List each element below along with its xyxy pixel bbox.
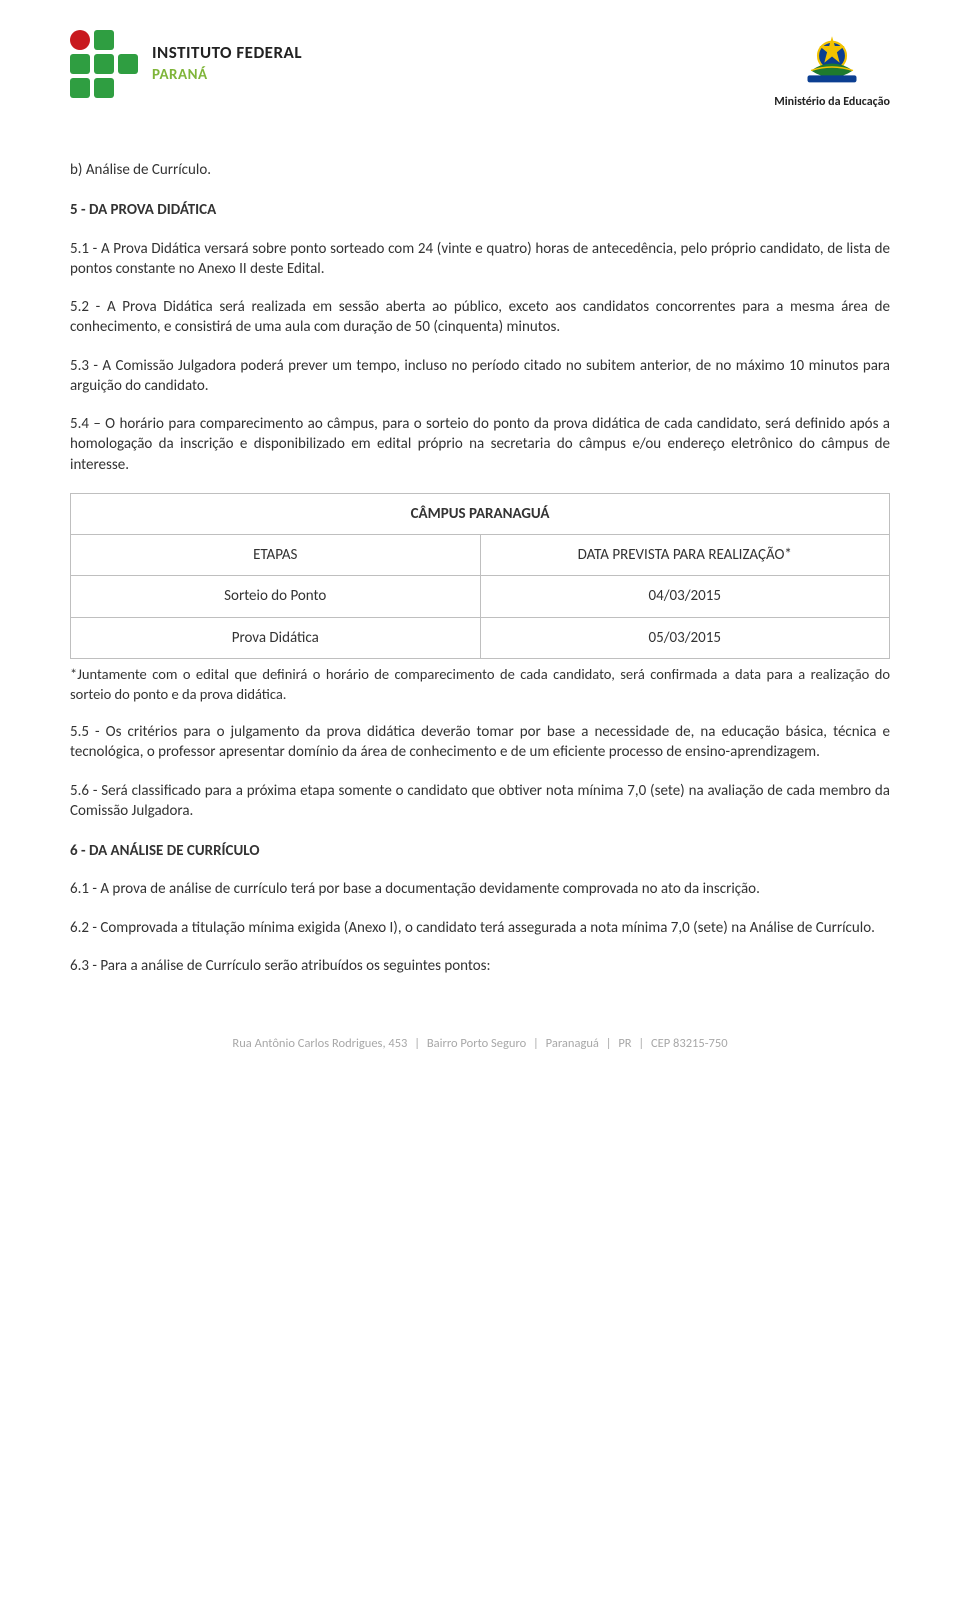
data-cell: 04/03/2015	[480, 576, 890, 617]
table-header-campus: CÂMPUS PARANAGUÁ	[71, 493, 890, 534]
etapa-cell: Prova Didática	[71, 617, 481, 658]
brasao-icon	[797, 30, 867, 90]
ministerio-label: Ministério da Educação	[774, 94, 890, 110]
paragraph-5-3: 5.3 - A Comissão Julgadora poderá prever…	[70, 356, 890, 397]
campus-table: CÂMPUS PARANAGUÁ ETAPAS DATA PREVISTA PA…	[70, 493, 890, 659]
if-logo-text: INSTITUTO FEDERAL PARANÁ	[152, 42, 302, 85]
col-data-prevista: DATA PREVISTA PARA REALIZAÇÃO*	[480, 535, 890, 576]
paragraph-5-1: 5.1 - A Prova Didática versará sobre pon…	[70, 239, 890, 280]
paragraph-6-3: 6.3 - Para a análise de Currículo serão …	[70, 956, 890, 976]
footer-cidade: Paranaguá	[546, 1036, 599, 1051]
section-6-title: 6 - DA ANÁLISE DE CURRÍCULO	[70, 841, 890, 861]
if-subtitle: PARANÁ	[152, 65, 302, 85]
footer-separator-icon: |	[606, 1036, 612, 1051]
table-row: Sorteio do Ponto 04/03/2015	[71, 576, 890, 617]
footer-separator-icon: |	[533, 1036, 539, 1051]
paragraph-6-1: 6.1 - A prova de análise de currículo te…	[70, 879, 890, 899]
section-5-title: 5 - DA PROVA DIDÁTICA	[70, 200, 890, 220]
footer-address: Rua Antônio Carlos Rodrigues, 453	[232, 1036, 407, 1051]
table-column-headers: ETAPAS DATA PREVISTA PARA REALIZAÇÃO*	[71, 535, 890, 576]
logo-instituto-federal: INSTITUTO FEDERAL PARANÁ	[70, 30, 302, 98]
campus-name-cell: CÂMPUS PARANAGUÁ	[71, 493, 890, 534]
table-row: Prova Didática 05/03/2015	[71, 617, 890, 658]
item-b: b) Análise de Currículo.	[70, 160, 890, 180]
footer-bairro: Bairro Porto Seguro	[427, 1036, 526, 1051]
page-header: INSTITUTO FEDERAL PARANÁ Ministério da E…	[70, 30, 890, 110]
paragraph-5-4: 5.4 – O horário para comparecimento ao c…	[70, 414, 890, 475]
logo-ministerio: Ministério da Educação	[774, 30, 890, 110]
etapa-cell: Sorteio do Ponto	[71, 576, 481, 617]
footer-cep: CEP 83215-750	[651, 1036, 728, 1051]
paragraph-6-2: 6.2 - Comprovada a titulação mínima exig…	[70, 918, 890, 938]
if-title: INSTITUTO FEDERAL	[152, 42, 302, 65]
paragraph-5-6: 5.6 - Será classificado para a próxima e…	[70, 781, 890, 822]
table-footnote: *Juntamente com o edital que definirá o …	[70, 665, 890, 704]
data-cell: 05/03/2015	[480, 617, 890, 658]
footer-separator-icon: |	[638, 1036, 644, 1051]
page-footer: Rua Antônio Carlos Rodrigues, 453 | Bair…	[70, 1036, 890, 1053]
col-etapas: ETAPAS	[71, 535, 481, 576]
paragraph-5-2: 5.2 - A Prova Didática será realizada em…	[70, 297, 890, 338]
paragraph-5-5: 5.5 - Os critérios para o julgamento da …	[70, 722, 890, 763]
footer-separator-icon: |	[414, 1036, 420, 1051]
footer-uf: PR	[618, 1036, 631, 1051]
if-logo-icon	[70, 30, 138, 98]
